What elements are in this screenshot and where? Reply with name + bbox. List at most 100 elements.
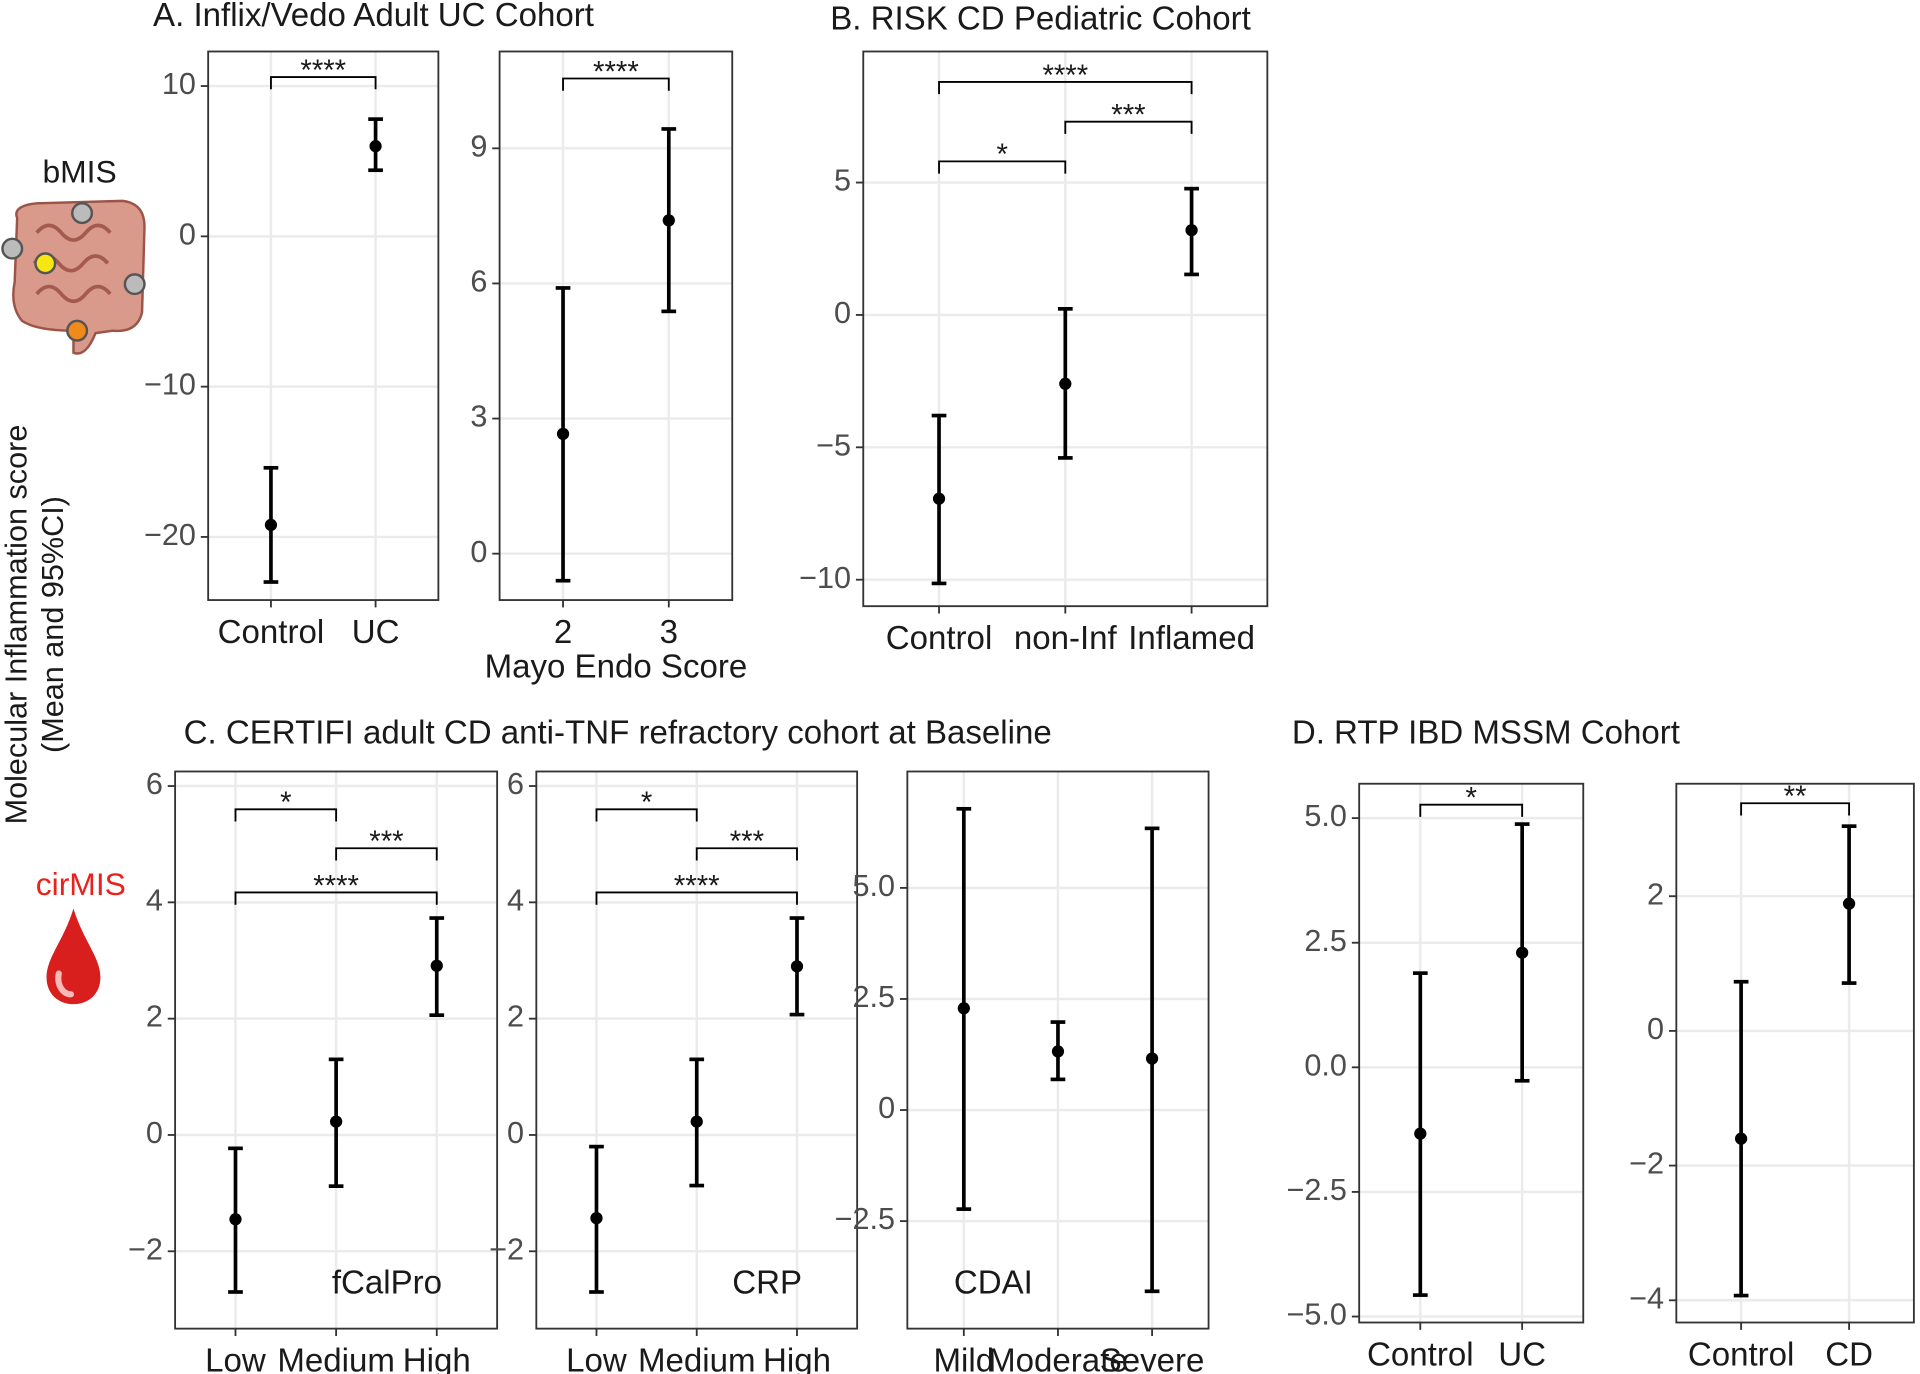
significance-label: * bbox=[641, 786, 652, 819]
y-tick-label: −5.0 bbox=[1287, 1298, 1347, 1332]
significance-bracket bbox=[595, 891, 798, 905]
significance-label: **** bbox=[593, 55, 639, 88]
x-tick-label: Inflamed bbox=[1128, 620, 1255, 657]
y-tick-label: 10 bbox=[162, 67, 196, 101]
y-tick-label: −2.5 bbox=[1287, 1173, 1347, 1207]
x-tick-label: Moderate bbox=[988, 1343, 1128, 1374]
y-tick-label: 2 bbox=[146, 1000, 163, 1034]
significance-bracket bbox=[1419, 803, 1524, 817]
significance-label: * bbox=[1466, 782, 1477, 815]
y-tick-label: 9 bbox=[470, 129, 487, 163]
x-tick-label: UC bbox=[352, 614, 400, 651]
y-tick-label: 0 bbox=[507, 1116, 524, 1150]
y-tick-label: 6 bbox=[146, 767, 163, 801]
y-tick-label: 0 bbox=[146, 1116, 163, 1150]
y-tick-label: 0.0 bbox=[1304, 1048, 1347, 1082]
y-tick-label: 0 bbox=[878, 1091, 895, 1125]
x-tick-label: High bbox=[403, 1343, 471, 1374]
y-tick-label: −10 bbox=[144, 368, 196, 402]
mean-point bbox=[690, 1115, 703, 1128]
y-tick-label: 0 bbox=[834, 296, 851, 330]
y-tick-label: −2 bbox=[1629, 1147, 1664, 1181]
y-tick-label: −20 bbox=[144, 518, 196, 552]
inset-label: CDAI bbox=[954, 1264, 1033, 1301]
y-tick-label: −4 bbox=[1629, 1281, 1664, 1315]
significance-bracket bbox=[695, 847, 798, 861]
significance-bracket bbox=[938, 81, 1193, 95]
significance-bracket bbox=[1740, 802, 1851, 816]
mean-point bbox=[1516, 946, 1529, 959]
y-tick-label: 2.5 bbox=[853, 980, 896, 1014]
mean-point bbox=[556, 427, 570, 440]
y-tick-label: 2.5 bbox=[1304, 924, 1347, 958]
y-tick-label: 2 bbox=[1647, 877, 1664, 911]
y-tick-label: 6 bbox=[507, 767, 524, 801]
plot-border bbox=[1358, 782, 1585, 1324]
mean-point bbox=[330, 1115, 343, 1128]
mean-point bbox=[1185, 224, 1198, 237]
x-tick-label: Control bbox=[218, 614, 325, 651]
x-tick-label: Severe bbox=[1100, 1343, 1205, 1374]
intestine-icon bbox=[1, 199, 146, 355]
significance-label: * bbox=[280, 786, 291, 819]
y-tick-label: 6 bbox=[470, 265, 487, 299]
mean-point bbox=[957, 1002, 970, 1015]
x-axis-label: Mayo Endo Score bbox=[485, 648, 748, 685]
plot-border bbox=[207, 50, 440, 601]
mean-point bbox=[590, 1212, 603, 1225]
mean-point bbox=[790, 960, 804, 973]
x-tick-label: UC bbox=[1498, 1337, 1546, 1374]
significance-bracket bbox=[562, 77, 670, 91]
significance-label: *** bbox=[730, 825, 764, 858]
significance-bracket bbox=[938, 160, 1067, 174]
significance-label: *** bbox=[1111, 99, 1145, 132]
y-tick-label: 5.0 bbox=[853, 869, 896, 903]
significance-label: **** bbox=[313, 869, 359, 902]
panel-title: B. RISK CD Pediatric Cohort bbox=[830, 1, 1251, 38]
significance-label: ** bbox=[1784, 780, 1807, 813]
y-tick-label: 3 bbox=[470, 400, 487, 434]
icon-label: bMIS bbox=[42, 153, 116, 189]
significance-bracket bbox=[234, 808, 338, 822]
significance-label: * bbox=[996, 138, 1007, 171]
y-tick-label: −2.5 bbox=[835, 1202, 895, 1236]
inset-label: fCalPro bbox=[332, 1264, 442, 1301]
y-axis-label: Molecular Inflammation score bbox=[0, 425, 33, 825]
significance-label: *** bbox=[369, 825, 403, 858]
mean-point bbox=[1145, 1052, 1159, 1065]
x-tick-label: Control bbox=[1688, 1337, 1795, 1374]
inset-label: CRP bbox=[732, 1264, 802, 1301]
y-tick-label: 2 bbox=[507, 1000, 524, 1034]
x-tick-label: Mild bbox=[934, 1343, 995, 1374]
y-tick-label: −2 bbox=[489, 1232, 524, 1266]
mean-point bbox=[229, 1213, 242, 1226]
y-axis-label: (Mean and 95%CI) bbox=[36, 496, 70, 753]
x-tick-label: 3 bbox=[660, 614, 678, 651]
panel-title: A. Inflix/Vedo Adult UC Cohort bbox=[153, 0, 594, 34]
significance-bracket bbox=[234, 891, 438, 905]
x-tick-label: Medium bbox=[277, 1343, 395, 1374]
plot-border bbox=[1675, 782, 1915, 1324]
panel-title: C. CERTIFI adult CD anti-TNF refractory … bbox=[184, 714, 1052, 751]
x-tick-label: Control bbox=[1367, 1337, 1474, 1374]
significance-bracket bbox=[1064, 120, 1193, 134]
x-tick-label: Medium bbox=[638, 1343, 756, 1374]
x-tick-label: 2 bbox=[554, 614, 572, 651]
blood-drop-icon bbox=[46, 908, 101, 1005]
y-tick-label: 5 bbox=[834, 164, 851, 198]
y-tick-label: −5 bbox=[816, 428, 851, 462]
y-tick-label: 4 bbox=[507, 883, 524, 917]
y-tick-label: −10 bbox=[799, 561, 851, 595]
x-tick-label: High bbox=[763, 1343, 831, 1374]
significance-label: **** bbox=[674, 869, 720, 902]
x-tick-label: Low bbox=[205, 1343, 266, 1374]
y-tick-label: −2 bbox=[128, 1232, 163, 1266]
mean-point bbox=[1051, 1045, 1065, 1058]
significance-label: **** bbox=[300, 54, 346, 87]
y-tick-label: 5.0 bbox=[1304, 799, 1347, 833]
y-tick-label: 0 bbox=[470, 535, 487, 569]
mean-point bbox=[1734, 1132, 1748, 1145]
plot-border bbox=[498, 50, 734, 601]
mean-point bbox=[369, 140, 382, 153]
